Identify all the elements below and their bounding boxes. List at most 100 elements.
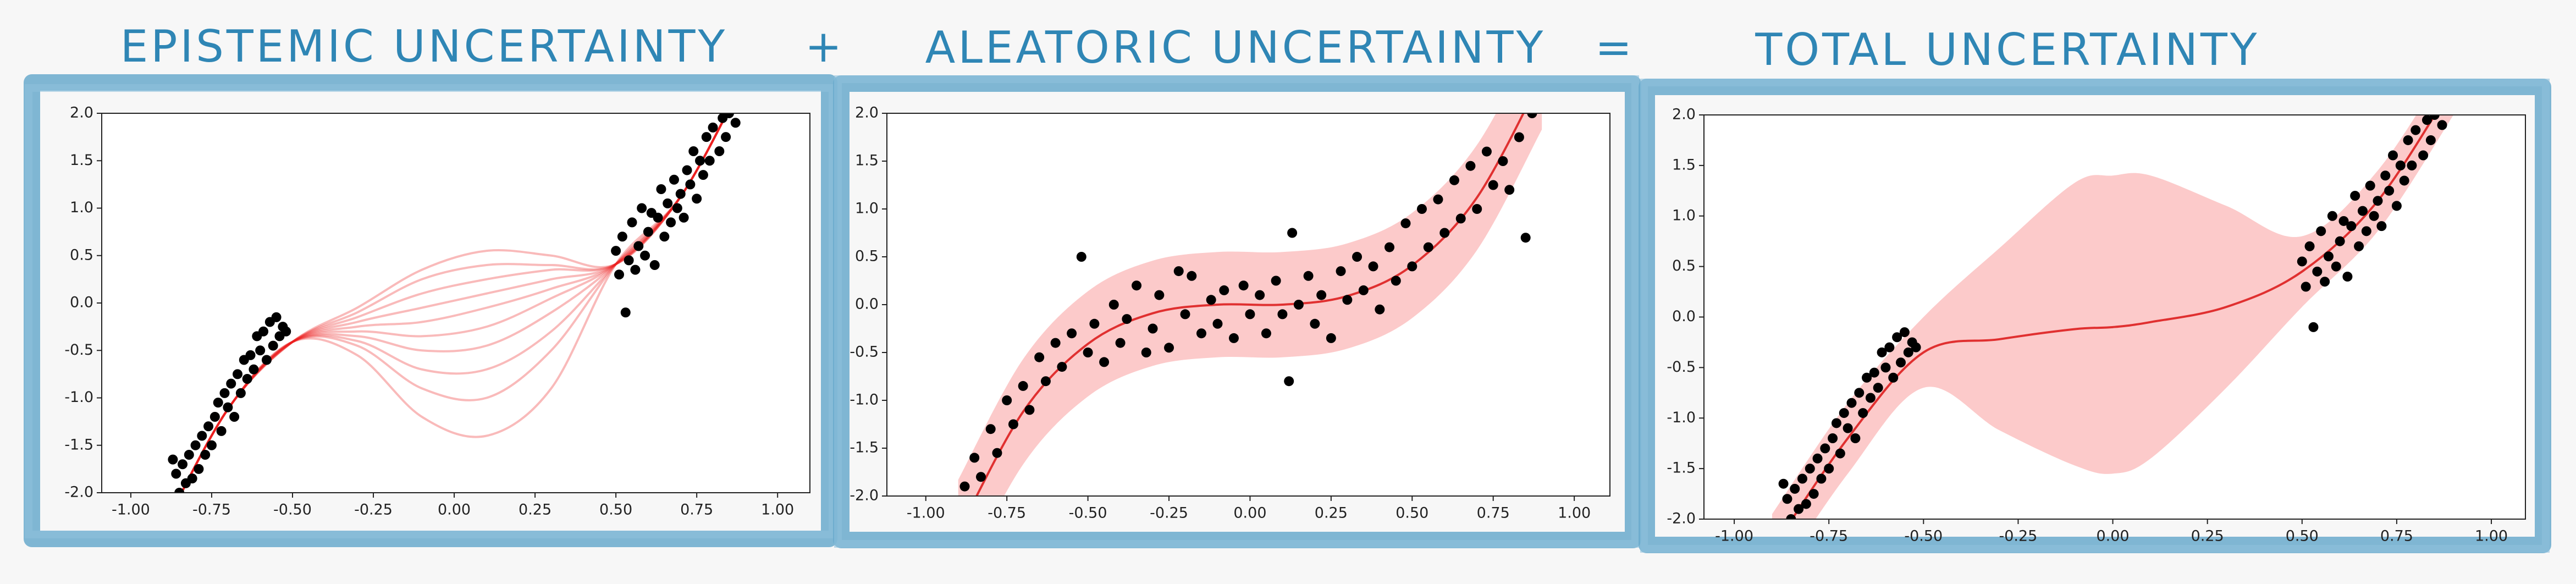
point: [206, 440, 217, 450]
point: [2361, 226, 2371, 236]
point: [1527, 113, 1537, 118]
point: [209, 412, 220, 422]
point: [1892, 332, 1902, 343]
point: [1238, 280, 1249, 291]
point: [1148, 323, 1158, 334]
point: [2297, 256, 2307, 267]
y-tick-label: 0.5: [855, 248, 879, 265]
y-tick-label: 1.0: [855, 200, 879, 217]
point: [1154, 290, 1165, 300]
point: [1439, 228, 1450, 238]
point: [1790, 483, 1800, 494]
point: [1407, 261, 1417, 272]
point: [2301, 282, 2311, 292]
point: [675, 189, 686, 199]
line: [180, 113, 729, 493]
frame: [834, 75, 1639, 548]
x-tick-label: -0.75: [1810, 528, 1848, 545]
x-tick-label: -0.25: [1150, 505, 1188, 522]
point: [1076, 252, 1086, 262]
point: [174, 488, 185, 493]
point: [1336, 266, 1346, 277]
point: [1287, 228, 1298, 238]
y-tick-label: -0.5: [1667, 359, 1696, 376]
y-tick-label: -2.0: [64, 484, 93, 501]
point: [1115, 338, 1126, 348]
point: [200, 450, 211, 460]
point: [1141, 348, 1151, 357]
point: [1255, 290, 1265, 300]
point: [2335, 236, 2345, 246]
point: [2395, 160, 2406, 170]
x-tick-label: -0.25: [354, 502, 393, 519]
y-tick-label: -0.5: [850, 344, 879, 361]
point: [1865, 393, 1876, 403]
point: [959, 481, 970, 492]
point: [2316, 226, 2326, 236]
point: [1778, 478, 1789, 489]
point: [649, 260, 660, 270]
point: [1514, 132, 1524, 142]
point: [281, 326, 291, 337]
chart-title: TOTAL UNCERTAINTY: [1755, 24, 2259, 75]
x-tick-label: -1.00: [907, 505, 945, 522]
point: [2380, 170, 2391, 181]
point: [2373, 196, 2383, 206]
point: [1812, 453, 1823, 464]
point: [2407, 160, 2417, 170]
point: [168, 454, 178, 465]
point: [1352, 252, 1363, 262]
point: [178, 459, 188, 470]
point: [233, 369, 243, 379]
point: [695, 156, 705, 166]
point: [1423, 242, 1433, 252]
point: [2342, 272, 2353, 282]
x-tick-label: -1.00: [112, 502, 150, 519]
point: [1858, 408, 1868, 418]
point: [1899, 327, 1910, 338]
point: [721, 132, 731, 142]
point: [245, 350, 256, 360]
point: [1358, 285, 1369, 295]
point: [1196, 328, 1206, 339]
line: [180, 113, 729, 493]
point: [2338, 216, 2349, 226]
point: [1805, 464, 1815, 474]
point: [1122, 314, 1132, 324]
x-tick-label: 0.50: [1395, 505, 1428, 522]
y-tick-label: 1.0: [1672, 207, 1696, 224]
point: [1212, 318, 1223, 329]
point: [2323, 251, 2334, 262]
point: [223, 402, 233, 412]
point: [1024, 405, 1035, 415]
operator: =: [1595, 22, 1635, 73]
x-tick-label: -0.25: [1999, 528, 2038, 545]
point: [2304, 241, 2315, 251]
y-tick-label: 0.5: [1672, 257, 1696, 274]
point: [197, 431, 207, 441]
point: [261, 355, 272, 365]
point: [2308, 322, 2319, 332]
point: [1816, 473, 1827, 484]
point: [692, 194, 702, 204]
point: [2331, 261, 2341, 272]
plot: [958, 113, 1542, 496]
point: [992, 448, 1002, 458]
point: [1433, 194, 1443, 205]
point: [1057, 362, 1067, 372]
y-tick-label: -2.0: [1667, 510, 1696, 527]
y-tick-label: -2.0: [850, 487, 879, 504]
point: [633, 241, 644, 251]
point: [1206, 295, 1216, 305]
point: [1050, 338, 1061, 348]
point: [611, 246, 621, 256]
x-tick-label: 0.00: [1233, 505, 1266, 522]
frame: [1640, 79, 2550, 553]
point: [1384, 242, 1395, 252]
point: [1416, 204, 1427, 214]
point: [1034, 352, 1045, 362]
y-tick-label: 0.0: [855, 296, 879, 313]
point: [1391, 276, 1401, 286]
x-tick-label: 0.00: [438, 502, 471, 519]
point: [2312, 266, 2323, 277]
